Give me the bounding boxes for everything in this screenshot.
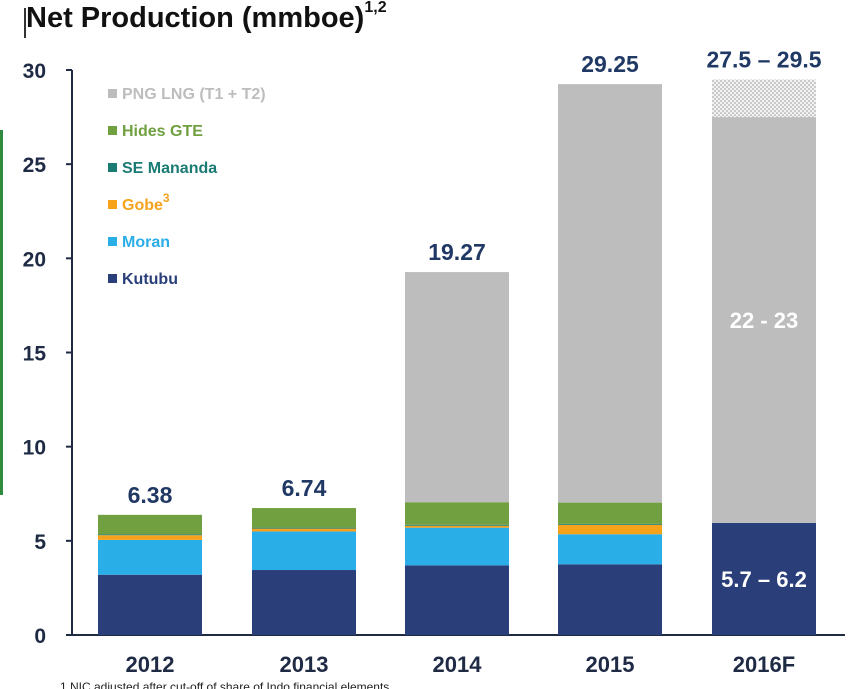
y-tick-label: 0 [34,625,46,648]
bar-segment-hides-gte [558,502,662,524]
legend-label: Kutubu [122,271,178,288]
bar-total-label: 19.27 [428,239,486,265]
bar-segment-kutubu [405,565,509,635]
bar-segment-png-lng-t1-t2- [712,117,816,523]
bar-total-label: 29.25 [581,51,639,77]
bar-segment-kutubu [558,564,662,635]
bar-segment-gobe [252,528,356,532]
bar-segment-png-lng-t1-t2- [558,84,662,503]
chart-title-superscript: 1,2 [364,0,387,17]
bar-segment-hides-gte [98,514,202,535]
bar-segment-se-mananda [558,523,662,525]
footnote: 1 NIC adjusted after cut-off of share of… [60,680,390,689]
legend-superscript: 3 [163,191,170,205]
left-edge-accent [0,130,3,495]
bar-segment-gobe [558,524,662,535]
bar-segment-gobe [405,525,509,528]
bar-segment-se-mananda [98,534,202,536]
bars [98,79,816,635]
bar-segment-kutubu [252,570,356,635]
axes: 0 5 10 15 20 25 30 2012 2013 2014 2015 2016F [23,60,845,677]
inline-value-label: 5.7 – 6.2 [721,567,807,592]
y-tick-label: 5 [34,531,46,554]
legend-swatch [108,200,117,209]
legend-swatch [108,237,117,246]
bar-total-label: 27.5 – 29.5 [706,46,821,72]
x-tick-label: 2014 [433,652,483,677]
y-tick-label: 25 [23,154,47,177]
forecast-range-band [712,79,816,118]
chart-title: Net Production (mmboe)1,2 [26,0,387,35]
x-tick-label: 2016F [733,652,795,677]
text-cursor [24,8,26,38]
legend-label: SE Mananda [122,160,217,177]
x-tick-label: 2012 [126,652,175,677]
bar-segment-moran [252,531,356,571]
legend-swatch [108,274,117,283]
bar-segment-se-mananda [252,527,356,529]
bar-segment-moran [405,527,509,566]
legend: PNG LNG (T1 + T2) Hides GTE SE Mananda Gobe… [108,86,266,288]
bar-segment-kutubu [98,574,202,635]
chart-title-text: Net Production (mmboe) [26,2,365,34]
bar-segment-kutubu [712,522,816,635]
bar-segment-se-mananda [405,524,509,526]
y-tick-label: 30 [23,60,46,83]
bar-segment-hides-gte [405,502,509,525]
legend-label: Moran [122,234,170,251]
legend-label: Hides GTE [122,123,203,140]
y-tick-label: 20 [23,248,46,271]
x-tick-label: 2013 [280,652,329,677]
y-tick-label: 15 [23,343,47,366]
bar-total-label: 6.74 [282,475,327,501]
bar-segment-hides-gte [252,508,356,528]
legend-swatch [108,126,117,135]
bar-segment-moran [558,534,662,565]
legend-label: PNG LNG (T1 + T2) [122,86,266,103]
inline-value-label: 22 - 23 [730,308,799,333]
legend-label: Gobe3 [122,191,170,214]
legend-swatch [108,163,117,172]
bar-segment-gobe [98,535,202,540]
bar-total-label: 6.38 [128,482,173,508]
y-tick-label: 10 [23,437,46,460]
bar-segment-moran [98,539,202,575]
x-tick-label: 2015 [586,652,635,677]
bar-segment-png-lng-t1-t2- [405,272,509,503]
data-labels: 6.38 6.74 19.27 29.25 27.5 – 29.5 22 - 23 5.7 … [128,46,822,592]
legend-swatch [108,89,117,98]
